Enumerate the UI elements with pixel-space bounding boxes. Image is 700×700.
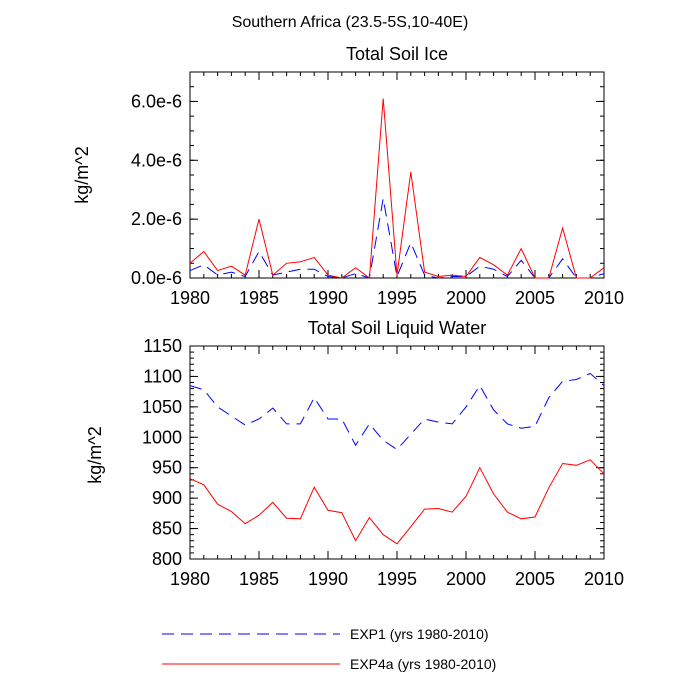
legend: EXP1 (yrs 1980-2010) EXP4a (yrs 1980-201… — [162, 626, 496, 672]
series-line-soil-ice-exp4a — [189, 98, 605, 279]
y-tick-label-soil-ice: 4.0e-6 — [131, 150, 182, 170]
series-line-soil-liquid-water-exp1 — [189, 372, 605, 451]
x-tick-label-soil-ice: 1990 — [308, 288, 348, 308]
x-tick-label-soil-liquid-water: 2010 — [584, 569, 624, 589]
figure-title: Southern Africa (23.5-5S,10-40E) — [232, 14, 469, 31]
y-axis-label-soil-liquid-water: kg/m^2 — [85, 426, 105, 483]
panel-soil-liquid-water: Total Soil Liquid Water kg/m^2 1980 1985 1… — [85, 318, 624, 589]
y-tick-label-soil-ice: 0.0e-6 — [131, 268, 182, 288]
y-tick-label-soil-liquid-water: 1100 — [143, 366, 182, 386]
x-tick-label-soil-liquid-water: 2005 — [515, 569, 555, 589]
x-tick-label-soil-ice: 1995 — [377, 288, 417, 308]
x-tick-label-soil-ice: 2010 — [584, 288, 624, 308]
x-tick-label-soil-liquid-water: 1980 — [170, 569, 210, 589]
x-tick-label-soil-liquid-water: 2000 — [446, 569, 486, 589]
y-tick-label-soil-liquid-water: 900 — [152, 488, 182, 508]
legend-label-exp1: EXP1 (yrs 1980-2010) — [350, 626, 489, 642]
panel-soil-ice: Total Soil Ice kg/m^2 1980 1985 1990 1995 20… — [72, 44, 624, 308]
y-tick-label-soil-ice: 2.0e-6 — [131, 209, 182, 229]
y-axis-label-soil-ice: kg/m^2 — [72, 146, 92, 203]
series-line-soil-liquid-water-exp4a — [189, 459, 605, 545]
x-tick-label-soil-ice: 2000 — [446, 288, 486, 308]
panel-title-soil-ice: Total Soil Ice — [346, 44, 448, 64]
x-tick-label-soil-ice: 1985 — [239, 288, 279, 308]
y-tick-label-soil-liquid-water: 950 — [152, 458, 182, 478]
y-tick-label-soil-ice: 6.0e-6 — [131, 91, 182, 111]
panel-title-soil-liquid-water: Total Soil Liquid Water — [308, 318, 486, 338]
x-tick-label-soil-liquid-water: 1990 — [308, 569, 348, 589]
y-tick-label-soil-liquid-water: 800 — [152, 549, 182, 569]
y-tick-label-soil-liquid-water: 1000 — [142, 427, 182, 447]
x-tick-label-soil-liquid-water: 1995 — [377, 569, 417, 589]
y-tick-label-soil-liquid-water: 1150 — [143, 336, 182, 356]
plot-frame-soil-liquid-water — [189, 345, 605, 560]
x-tick-label-soil-liquid-water: 1985 — [239, 569, 279, 589]
x-tick-label-soil-ice: 2005 — [515, 288, 555, 308]
series-line-soil-ice-exp1 — [189, 198, 605, 279]
y-tick-label-soil-liquid-water: 1050 — [142, 397, 182, 417]
x-tick-label-soil-ice: 1980 — [170, 288, 210, 308]
legend-label-exp4a: EXP4a (yrs 1980-2010) — [350, 656, 496, 672]
y-tick-label-soil-liquid-water: 850 — [152, 519, 182, 539]
